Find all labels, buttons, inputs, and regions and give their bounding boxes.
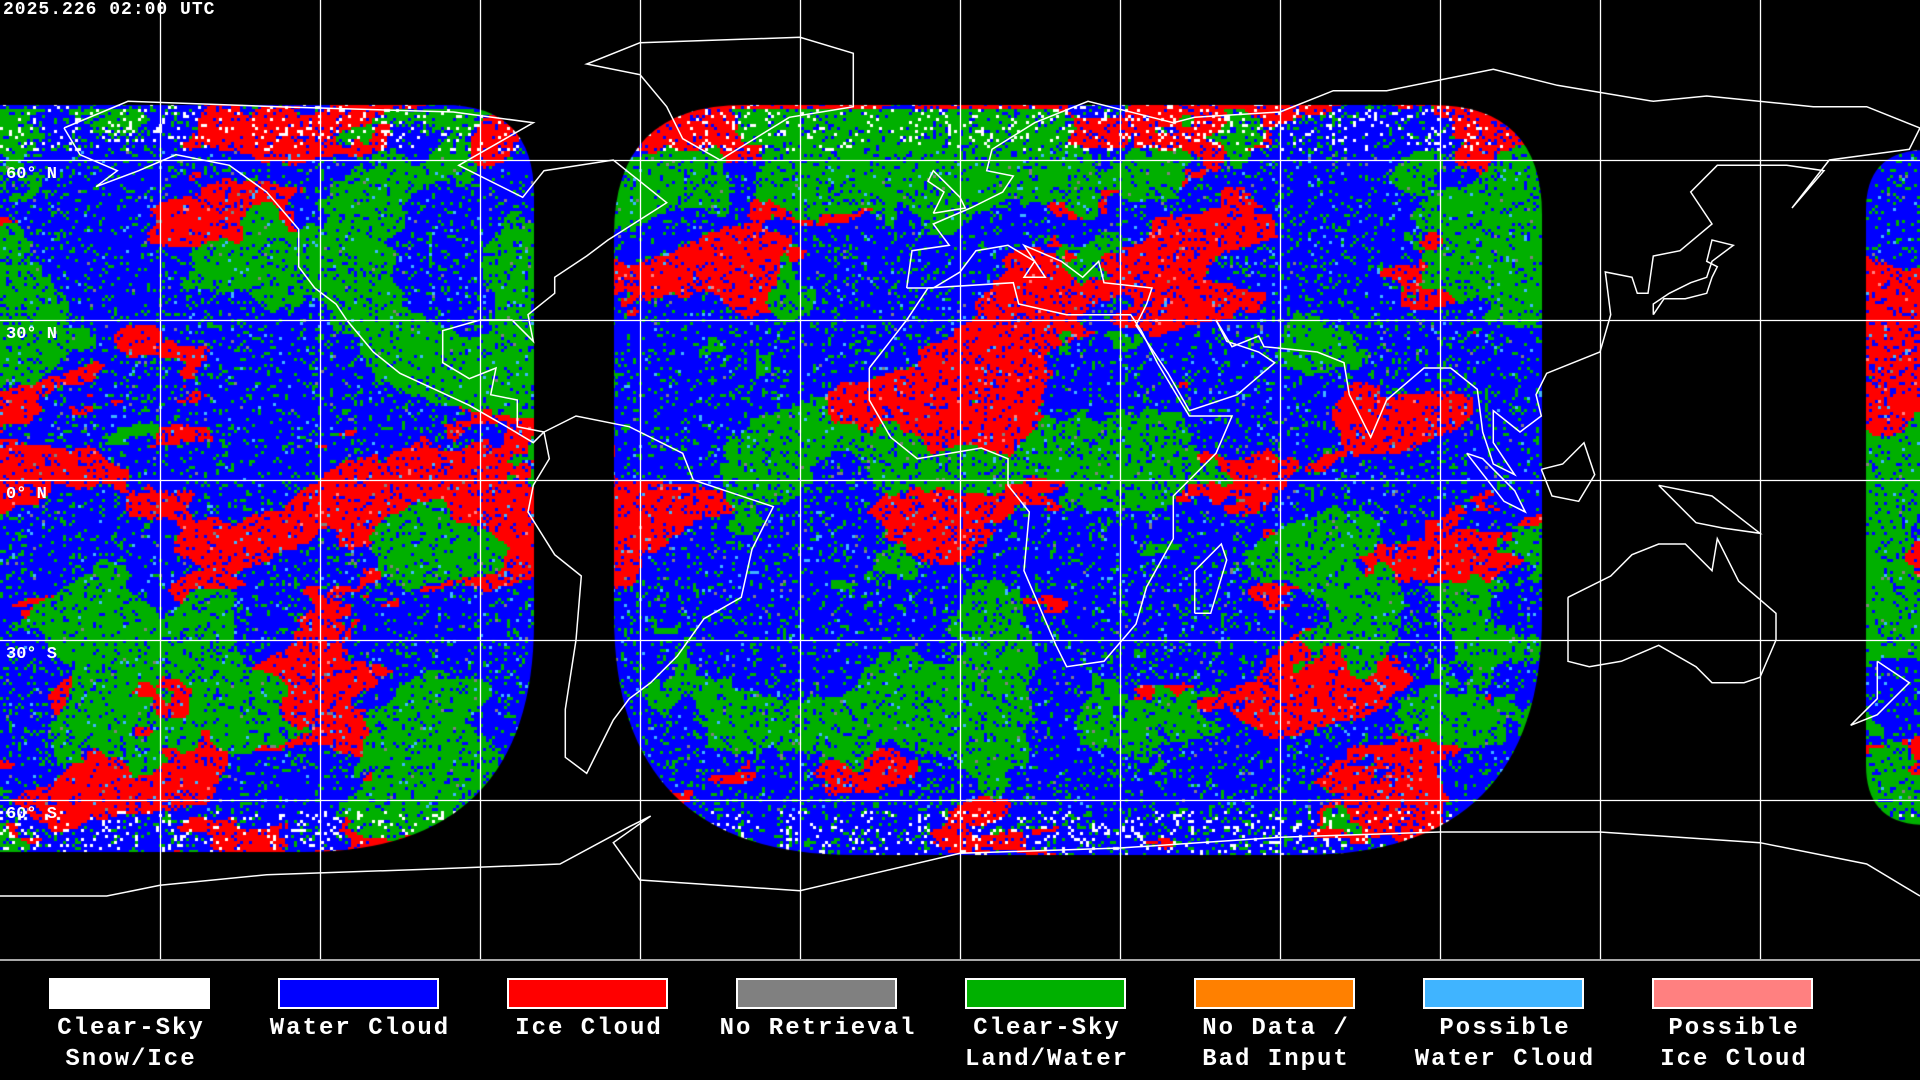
legend-label: No Data / Bad Input xyxy=(1202,1015,1350,1073)
lat-lon-grid xyxy=(0,0,1920,960)
lat-label-0n: 0° N xyxy=(6,485,47,504)
map-overlay xyxy=(0,0,1920,960)
coastline-madagascar xyxy=(1193,542,1228,615)
coastline-new-guinea xyxy=(1658,484,1763,535)
coastline-north-america xyxy=(63,100,668,444)
legend-label: Water Cloud xyxy=(269,1015,451,1042)
map-border xyxy=(0,959,1920,961)
coastline-africa xyxy=(868,281,1234,668)
coastline-greenland xyxy=(584,36,855,161)
legend-swatch xyxy=(48,977,211,1010)
coastline-borneo xyxy=(1540,441,1596,503)
legend-label: Ice Cloud xyxy=(515,1015,663,1042)
legend-label: Clear-Sky Land/Water xyxy=(964,1015,1130,1073)
legend-swatch xyxy=(1193,977,1356,1010)
legend-item-no-retrieval: No Retrieval xyxy=(720,977,914,1044)
legend-swatch xyxy=(506,977,669,1010)
coastline-south-america xyxy=(527,415,775,775)
cloud-phase-map: 2025.226 02:00 UTC 60° N 30° N 0° N 30° … xyxy=(0,0,1920,960)
legend-item-ice-cloud: Ice Cloud xyxy=(506,977,670,1044)
legend-swatch xyxy=(964,977,1127,1010)
legend-swatch xyxy=(1651,977,1814,1010)
legend-item-water-cloud: Water Cloud xyxy=(270,977,448,1044)
legend-swatch xyxy=(277,977,440,1010)
legend-label: No Retrieval xyxy=(719,1015,917,1042)
legend-swatch xyxy=(735,977,898,1010)
coastline-japan xyxy=(1652,239,1736,316)
legend-swatch xyxy=(1422,977,1585,1010)
legend: Clear-Sky Snow/Ice Water Cloud Ice Cloud … xyxy=(0,961,1920,1080)
lat-label-30s: 30° S xyxy=(6,645,58,664)
coastline-eurasia xyxy=(905,68,1920,477)
legend-item-possible-water-cloud: Possible Water Cloud xyxy=(1415,977,1593,1075)
legend-item-clear-sky-snow-ice: Clear-Sky Snow/Ice xyxy=(48,977,212,1075)
lat-label-60s: 60° S xyxy=(6,805,58,824)
legend-item-possible-ice-cloud: Possible Ice Cloud xyxy=(1651,977,1815,1075)
legend-label: Clear-Sky Snow/Ice xyxy=(57,1015,205,1073)
legend-item-clear-sky-land-water: Clear-Sky Land/Water xyxy=(964,977,1128,1075)
coastline-australia xyxy=(1567,536,1777,684)
legend-item-no-data-bad-input: No Data / Bad Input xyxy=(1193,977,1357,1075)
coastline-new-zealand xyxy=(1850,660,1911,726)
lat-label-30n: 30° N xyxy=(6,325,58,344)
lat-label-60n: 60° N xyxy=(6,165,58,184)
legend-label: Possible Ice Cloud xyxy=(1660,1015,1808,1073)
coastline-sumatra xyxy=(1466,452,1527,514)
timestamp: 2025.226 02:00 UTC xyxy=(3,0,216,20)
legend-label: Possible Water Cloud xyxy=(1414,1015,1596,1073)
coastline-british-isles xyxy=(927,169,967,215)
